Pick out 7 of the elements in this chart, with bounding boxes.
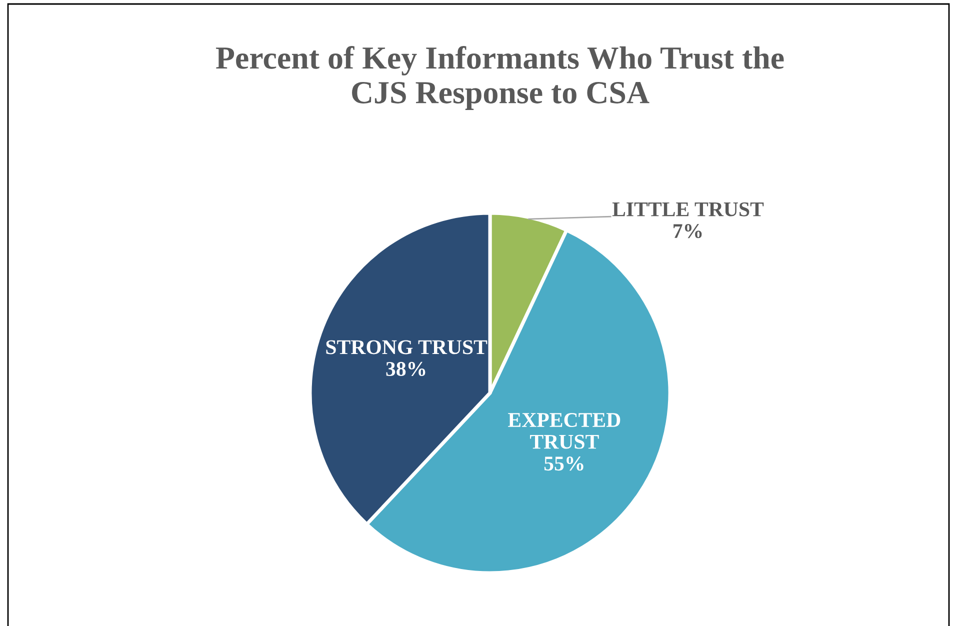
slice-label: LITTLE TRUST (612, 202, 764, 216)
data-label: 55% (544, 456, 584, 471)
data-label: 38% (386, 362, 426, 376)
slice-label: STRONG TRUST (326, 340, 488, 354)
slice-label: EXPECTED TRUST (508, 413, 620, 449)
chart-title: Percent of Key Informants Who Trust the CJS Response to CSA (216, 46, 784, 110)
data-label: 7% (674, 224, 702, 238)
